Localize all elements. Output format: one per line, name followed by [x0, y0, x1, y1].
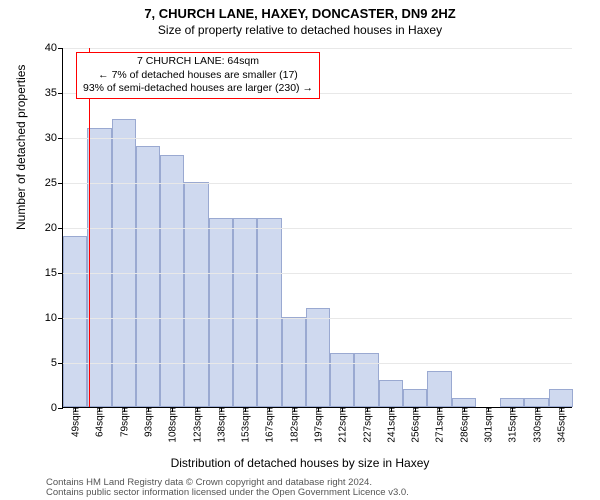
x-tick-label: 123sqm	[190, 407, 203, 443]
footer-text: Contains HM Land Registry data © Crown c…	[46, 478, 409, 499]
y-tick-mark	[58, 363, 63, 364]
annotation-box: 7 CHURCH LANE: 64sqm← 7% of detached hou…	[76, 52, 320, 99]
bar	[136, 146, 160, 407]
bar	[160, 155, 184, 407]
annotation-line: 93% of semi-detached houses are larger (…	[83, 82, 313, 96]
bar	[209, 218, 233, 407]
x-tick-label: 64sqm	[93, 407, 106, 437]
y-axis-label: Number of detached properties	[14, 65, 28, 230]
x-tick-label: 182sqm	[287, 407, 300, 443]
marker-line	[89, 48, 91, 407]
title-sub: Size of property relative to detached ho…	[0, 21, 600, 37]
x-tick-label: 330sqm	[530, 407, 543, 443]
y-tick-mark	[58, 138, 63, 139]
x-tick-label: 108sqm	[166, 407, 179, 443]
x-tick-label: 197sqm	[312, 407, 325, 443]
x-tick-label: 241sqm	[384, 407, 397, 443]
bar	[403, 389, 427, 407]
annotation-line: ← 7% of detached houses are smaller (17)	[83, 69, 313, 83]
x-tick-label: 256sqm	[409, 407, 422, 443]
x-tick-label: 138sqm	[214, 407, 227, 443]
annotation-line: 7 CHURCH LANE: 64sqm	[83, 55, 313, 69]
y-tick-mark	[58, 183, 63, 184]
gridline	[63, 183, 572, 184]
gridline	[63, 228, 572, 229]
x-tick-label: 79sqm	[117, 407, 130, 437]
bar	[63, 236, 87, 407]
y-tick-mark	[58, 48, 63, 49]
x-tick-label: 49sqm	[69, 407, 82, 437]
x-tick-label: 227sqm	[360, 407, 373, 443]
bar	[330, 353, 354, 407]
y-tick-mark	[58, 408, 63, 409]
bar	[427, 371, 451, 407]
y-tick-mark	[58, 273, 63, 274]
bar	[524, 398, 548, 407]
x-tick-label: 212sqm	[336, 407, 349, 443]
plot-region: 0510152025303540 49sqm64sqm79sqm93sqm108…	[62, 48, 572, 408]
bar	[500, 398, 524, 407]
gridline	[63, 48, 572, 49]
x-tick-label: 153sqm	[239, 407, 252, 443]
x-tick-label: 271sqm	[433, 407, 446, 443]
x-tick-label: 93sqm	[142, 407, 155, 437]
gridline	[63, 138, 572, 139]
bar	[306, 308, 330, 407]
y-tick-mark	[58, 93, 63, 94]
bar	[87, 128, 111, 407]
bar	[282, 317, 306, 407]
y-tick-mark	[58, 228, 63, 229]
bar	[354, 353, 378, 407]
title-main: 7, CHURCH LANE, HAXEY, DONCASTER, DN9 2H…	[0, 0, 600, 21]
x-tick-label: 167sqm	[263, 407, 276, 443]
bar	[452, 398, 476, 407]
x-tick-label: 286sqm	[457, 407, 470, 443]
y-tick-mark	[58, 318, 63, 319]
gridline	[63, 273, 572, 274]
gridline	[63, 363, 572, 364]
bar	[257, 218, 281, 407]
x-tick-label: 345sqm	[554, 407, 567, 443]
bar	[549, 389, 573, 407]
bar	[379, 380, 403, 407]
gridline	[63, 318, 572, 319]
bar	[184, 182, 208, 407]
chart-area: 0510152025303540 49sqm64sqm79sqm93sqm108…	[62, 48, 572, 408]
x-axis-label: Distribution of detached houses by size …	[0, 456, 600, 470]
x-tick-label: 315sqm	[506, 407, 519, 443]
bar	[233, 218, 257, 407]
x-tick-label: 301sqm	[482, 407, 495, 443]
